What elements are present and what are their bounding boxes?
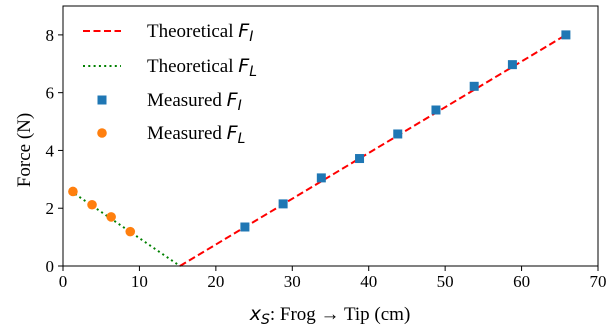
- measured-fl-point: [87, 199, 97, 210]
- measured-fl-point: [125, 226, 136, 237]
- x-axis-text: : Frog → Tip (cm): [270, 304, 410, 325]
- y-tick-label: 0: [46, 257, 55, 276]
- y-tick-label: 8: [46, 26, 55, 45]
- y-axis-label: Force (N): [14, 113, 35, 187]
- axes-frame: [62, 5, 599, 267]
- measured-fi-point: [316, 173, 326, 183]
- x-tick-label: 40: [360, 272, 377, 291]
- legend: Theoretical FI Theoretical FL Measured FI M…: [83, 20, 257, 147]
- legend-swatch-square: [97, 95, 107, 105]
- measured-fi-point: [561, 30, 571, 40]
- x-tick-label: 10: [131, 272, 148, 291]
- y-tick-label: 4: [46, 141, 55, 160]
- legend-label: Measured FL: [147, 122, 245, 147]
- x-tick-label: 0: [59, 272, 68, 291]
- legend-label: Theoretical FL: [147, 55, 257, 80]
- measured-fi-point: [507, 60, 517, 70]
- measured-fl-point: [106, 212, 116, 222]
- legend-label: Theoretical FI: [147, 20, 253, 45]
- measured-fi-point: [431, 105, 441, 115]
- measured-fi-point: [393, 129, 403, 139]
- series-line-1: [70, 190, 181, 267]
- measured-fi-point: [278, 199, 288, 209]
- measured-fi-point: [355, 154, 365, 164]
- measured-fi-point: [469, 81, 479, 91]
- legend-label: Measured FI: [147, 89, 242, 114]
- x-tick-label: 30: [284, 272, 301, 291]
- y-tick-label: 6: [46, 84, 55, 103]
- plot-area: [68, 30, 571, 267]
- axes: 0 10 20 30 40 50 60 70 0 2 4 6 8: [46, 5, 607, 291]
- x-axis-variable: x: [249, 303, 262, 325]
- x-tick-label: 60: [513, 272, 530, 291]
- x-axis-variable-subscript: S: [261, 312, 270, 328]
- y-tick-label: 2: [46, 199, 55, 218]
- legend-swatch-circle: [97, 128, 107, 138]
- x-axis-label: xS: Frog → Tip (cm): [249, 303, 411, 328]
- x-tick-label: 20: [207, 272, 224, 291]
- measured-fl-point: [68, 186, 78, 197]
- x-tick-label: 70: [590, 272, 607, 291]
- measured-fi-point: [240, 222, 250, 232]
- x-tick-label: 50: [437, 272, 454, 291]
